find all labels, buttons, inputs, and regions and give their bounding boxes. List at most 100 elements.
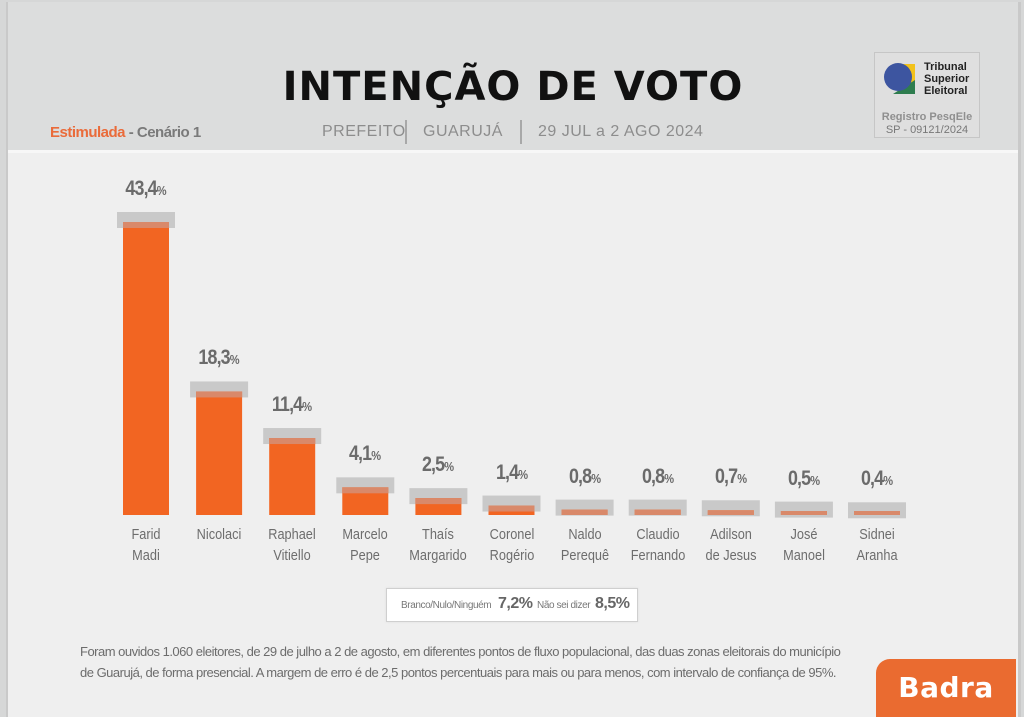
data-label-suffix: % [883, 473, 894, 489]
bar-band-overlap [634, 509, 681, 515]
category-label: José Manoel [766, 524, 843, 566]
bar-band-overlap [269, 438, 316, 445]
others-box: Branco/Nulo/Ninguém 7,2% Não sei dizer 8… [386, 588, 638, 622]
category-label: Coronel Rogério [473, 524, 550, 566]
category-label-line: Pepe [350, 547, 381, 564]
category-label: Adilson de Jesus [693, 524, 770, 566]
methodology-line: Foram ouvidos 1.060 eleitores, de 29 de … [80, 644, 841, 659]
data-label-value: 2,5 [422, 453, 445, 477]
data-label: 0,5% [766, 467, 843, 491]
category-label: Sidnei Aranha [839, 524, 916, 566]
category-label-line: Claudio [636, 526, 680, 543]
city-label: GUARUJÁ [423, 123, 503, 140]
page-title: INTENÇÃO DE VOTO [8, 64, 1018, 110]
data-label-suffix: % [810, 472, 820, 488]
data-label: 43,4% [108, 177, 185, 201]
category-label: Naldo Perequê [546, 524, 623, 566]
data-label: 2,5% [400, 453, 477, 477]
category-label-line: Coronel [489, 526, 534, 543]
category-label: Nicolaci [181, 524, 258, 566]
scenario-label: Estimulada - Cenário 1 [50, 124, 201, 141]
data-label-value: 18,3 [198, 346, 231, 370]
bar [269, 438, 316, 515]
bar-band-overlap [123, 222, 169, 228]
category-label: Raphael Vitiello [254, 524, 331, 566]
category-label-line: Naldo [567, 526, 602, 543]
category-label-line: Marcelo [342, 526, 388, 543]
data-label-suffix: % [156, 183, 167, 198]
tse-name: Tribunal Superior Eleitoral [924, 61, 969, 97]
category-label: Claudio Fernando [619, 524, 696, 566]
bar [123, 222, 169, 515]
registry-badge: Tribunal Superior Eleitoral Registro Pes… [874, 52, 980, 138]
data-label-value: 1,4 [495, 460, 518, 484]
error-band [848, 502, 906, 519]
category-label-line: de Jesus [705, 547, 757, 564]
category-label-line: Madi [132, 547, 160, 564]
data-label-suffix: % [737, 471, 747, 487]
brand-logo: Badra [876, 659, 1016, 717]
data-label: 0,8% [546, 465, 623, 489]
error-band [774, 501, 833, 518]
category-label-line: Rogério [489, 547, 534, 564]
data-label-value: 4,1 [349, 442, 372, 466]
category-label-line: Farid [131, 526, 161, 543]
bar-band-overlap [196, 391, 243, 398]
data-label: 0,4% [839, 467, 916, 491]
tse-name-line: Superior [924, 73, 970, 85]
category-label-line: Nicolaci [196, 526, 242, 543]
methodology-line: de Guarujá, de forma presencial. A marge… [80, 665, 837, 680]
data-label-suffix: % [444, 459, 455, 475]
divider [405, 120, 407, 144]
category-label-line: Manoel [782, 547, 825, 564]
data-label: 0,7% [693, 465, 770, 489]
data-label-suffix: % [590, 470, 601, 486]
period-label: 29 JUL a 2 AGO 2024 [538, 123, 704, 140]
scenario-highlight: Estimulada [50, 124, 126, 141]
office-label: PREFEITO [322, 123, 406, 140]
blank-null-label: Branco/Nulo/Ninguém [401, 600, 492, 611]
data-label-suffix: % [302, 399, 313, 415]
category-label: Farid Madi [108, 524, 185, 566]
category-label-line: Vitiello [273, 547, 311, 564]
data-label-value: 0,5 [787, 466, 811, 490]
data-label: 1,4% [473, 461, 550, 485]
category-label-line: Adilson [709, 526, 752, 543]
category-label-line: Raphael [268, 526, 316, 543]
divider [520, 120, 522, 144]
tse-name-line: Eleitoral [924, 85, 968, 97]
data-label: 18,3% [181, 346, 258, 370]
header: INTENÇÃO DE VOTO Estimulada - Cenário 1 … [8, 2, 1018, 153]
bar-band-overlap [561, 509, 608, 515]
category-label-line: Perequê [560, 547, 609, 564]
data-label-value: 11,4 [272, 393, 303, 417]
bar-band-overlap [780, 511, 827, 515]
tse-name-line: Tribunal [924, 61, 967, 73]
data-label-value: 0,7 [714, 465, 738, 489]
bar-band-overlap [854, 511, 900, 515]
data-label-value: 43,4 [125, 177, 157, 200]
registry-number: Registro PesqEle SP - 09121/2024 [875, 111, 979, 137]
category-label: Marcelo Pepe [327, 524, 404, 566]
page-title-text: INTENÇÃO DE VOTO [282, 64, 744, 110]
dont-know-value: 8,5% [595, 595, 630, 612]
data-label-value: 0,4 [860, 467, 884, 491]
category-label-line: José [790, 526, 818, 543]
category-label-line: Thaís [422, 526, 455, 543]
registry-line: Registro PesqEle [881, 111, 973, 123]
data-label-suffix: % [229, 352, 240, 368]
data-label: 0,8% [619, 465, 696, 489]
tse-logo-icon [884, 63, 915, 94]
category-label: Thaís Margarido [400, 524, 477, 566]
category-label-line: Sidnei [859, 526, 895, 543]
registry-line: SP - 09121/2024 [885, 124, 969, 136]
category-label-line [181, 545, 258, 566]
data-label-value: 0,8 [568, 464, 592, 488]
bar-band-overlap [707, 510, 754, 515]
category-label-line: Fernando [630, 547, 685, 564]
bar-band-overlap [415, 498, 462, 505]
category-label-line: Aranha [856, 547, 898, 564]
data-label-suffix: % [663, 470, 674, 486]
data-label: 4,1% [327, 442, 404, 466]
